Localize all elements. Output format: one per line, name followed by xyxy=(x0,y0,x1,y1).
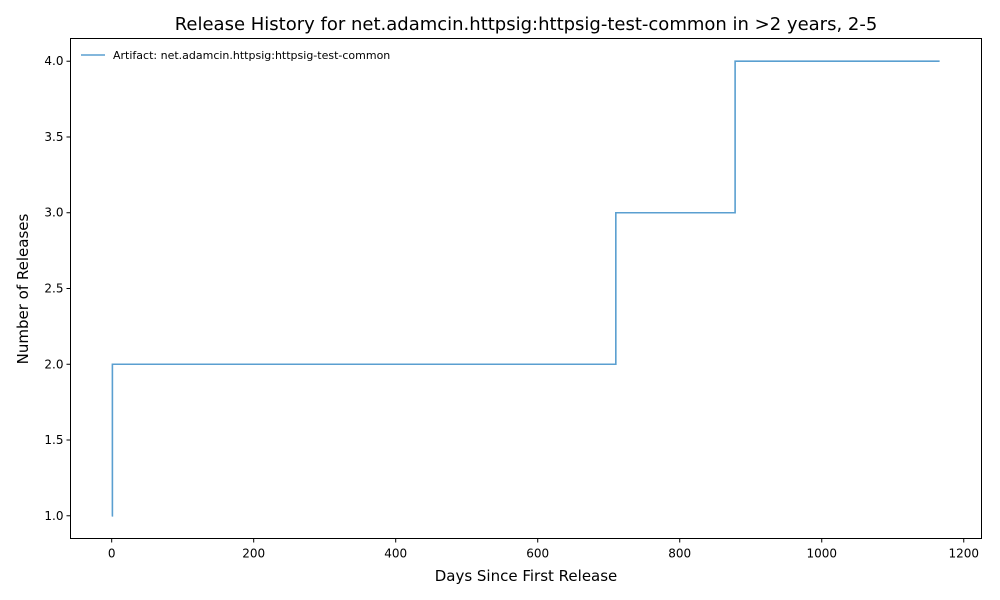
x-tick-label: 600 xyxy=(526,547,549,561)
legend-label: Artifact: net.adamcin.httpsig:httpsig-te… xyxy=(113,49,390,62)
x-tick-label: 1200 xyxy=(948,547,979,561)
y-tick-label: 1.0 xyxy=(44,509,63,523)
y-tick-label: 4.0 xyxy=(44,54,63,68)
plot-area-frame xyxy=(70,38,982,539)
chart-title: Release History for net.adamcin.httpsig:… xyxy=(175,14,878,35)
y-tick-label: 3.5 xyxy=(44,130,63,144)
y-axis-label: Number of Releases xyxy=(14,213,32,364)
series-layer xyxy=(111,60,940,517)
series-step-line xyxy=(111,60,940,517)
y-tick-label: 2.5 xyxy=(44,282,63,296)
y-tick-label: 3.0 xyxy=(44,206,63,220)
y-tick-label: 1.5 xyxy=(44,433,63,447)
legend: Artifact: net.adamcin.httpsig:httpsig-te… xyxy=(81,49,390,62)
x-tick-label: 800 xyxy=(668,547,691,561)
x-tick-label: 1000 xyxy=(806,547,837,561)
y-axis-ticks: 1.0 1.5 2.0 2.5 3.0 3.5 4.0 xyxy=(44,54,71,523)
x-tick-label: 200 xyxy=(242,547,265,561)
x-axis-label: Days Since First Release xyxy=(435,567,618,585)
x-tick-label: 0 xyxy=(108,547,116,561)
x-axis-ticks: 0 200 400 600 800 1000 1200 xyxy=(108,538,979,561)
y-tick-label: 2.0 xyxy=(44,357,63,371)
x-tick-label: 400 xyxy=(384,547,407,561)
